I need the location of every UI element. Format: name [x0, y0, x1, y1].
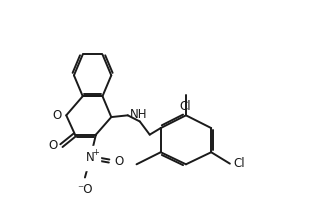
Text: +: +: [92, 148, 99, 157]
Text: NH: NH: [130, 108, 147, 121]
Text: Cl: Cl: [233, 157, 245, 170]
Text: O: O: [48, 139, 57, 152]
Text: O: O: [114, 154, 124, 168]
Text: O: O: [52, 109, 61, 122]
Text: ⁻O: ⁻O: [77, 183, 93, 196]
Text: N: N: [86, 151, 95, 164]
Text: Cl: Cl: [179, 100, 191, 113]
